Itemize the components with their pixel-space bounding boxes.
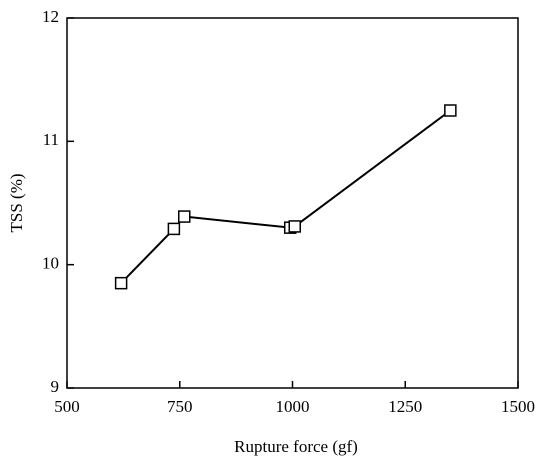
x-tick-label: 750 — [167, 397, 193, 416]
y-tick-label: 11 — [43, 130, 59, 149]
plot-frame — [66, 17, 519, 389]
marker — [114, 276, 128, 290]
line — [120, 109, 451, 284]
marker — [288, 220, 302, 233]
y-axis-label: TSS (%) — [7, 173, 26, 232]
x-tick-label: 1500 — [501, 397, 535, 416]
x-tick-label: 1250 — [388, 397, 422, 416]
marker — [167, 222, 181, 236]
x-axis-label: Rupture force (gf) — [234, 437, 358, 456]
y-tick-label: 9 — [51, 377, 60, 396]
x-tick-label: 1000 — [276, 397, 310, 416]
y-tick-label: 10 — [42, 254, 59, 273]
marker — [444, 104, 457, 117]
y-tick-label: 12 — [42, 7, 59, 26]
x-tick-label: 500 — [54, 397, 80, 416]
marker — [178, 210, 191, 223]
